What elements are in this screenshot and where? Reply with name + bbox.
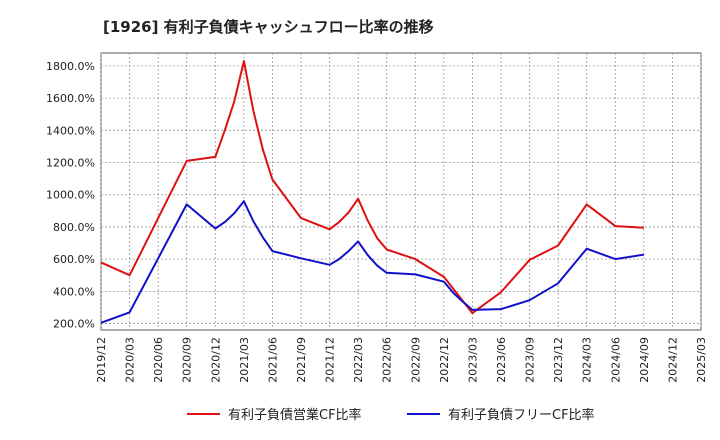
x-tick-label: 2023/12 — [552, 337, 565, 383]
x-tick-label: 2023/03 — [466, 337, 479, 383]
x-tick-label: 2020/09 — [181, 337, 194, 383]
y-tick-label: 600.0% — [53, 253, 95, 266]
x-tick-label: 2020/12 — [209, 337, 222, 383]
series-line-2 — [100, 200, 645, 324]
x-tick-label: 2022/03 — [352, 337, 365, 383]
plot-area — [100, 52, 702, 331]
x-tick-label: 2022/09 — [409, 337, 422, 383]
x-tick-label: 2024/12 — [666, 337, 679, 383]
x-tick-label: 2025/03 — [695, 337, 708, 383]
y-tick-label: 200.0% — [53, 318, 95, 331]
y-tick-label: 400.0% — [53, 285, 95, 298]
y-tick-label: 1200.0% — [46, 157, 95, 170]
legend-label-1: 有利子負債営業CF比率 — [228, 407, 362, 423]
x-tick-label: 2024/03 — [581, 337, 594, 383]
chart-title: [1926] 有利子負債キャッシュフロー比率の推移 — [103, 18, 434, 36]
x-tick-label: 2024/06 — [609, 337, 622, 383]
x-tick-label: 2021/06 — [266, 337, 279, 383]
x-tick-label: 2021/09 — [295, 337, 308, 383]
x-tick-label: 2023/06 — [495, 337, 508, 383]
x-tick-label: 2020/06 — [152, 337, 165, 383]
y-tick-label: 1000.0% — [46, 189, 95, 202]
x-tick-label: 2022/06 — [381, 337, 394, 383]
x-tick-label: 2020/03 — [124, 337, 137, 383]
x-tick-label: 2021/03 — [238, 337, 251, 383]
series-line-1 — [100, 60, 644, 315]
x-tick-label: 2024/09 — [638, 337, 651, 383]
y-tick-label: 1400.0% — [46, 124, 95, 137]
x-tick-label: 2022/12 — [438, 337, 451, 383]
x-tick-label: 2021/12 — [324, 337, 337, 383]
legend-label-2: 有利子負債フリーCF比率 — [448, 407, 595, 423]
y-tick-label: 800.0% — [53, 221, 95, 234]
x-tick-label: 2019/12 — [95, 337, 108, 383]
y-tick-label: 1600.0% — [46, 92, 95, 105]
x-tick-label: 2023/09 — [524, 337, 537, 383]
y-tick-label: 1800.0% — [46, 60, 95, 73]
